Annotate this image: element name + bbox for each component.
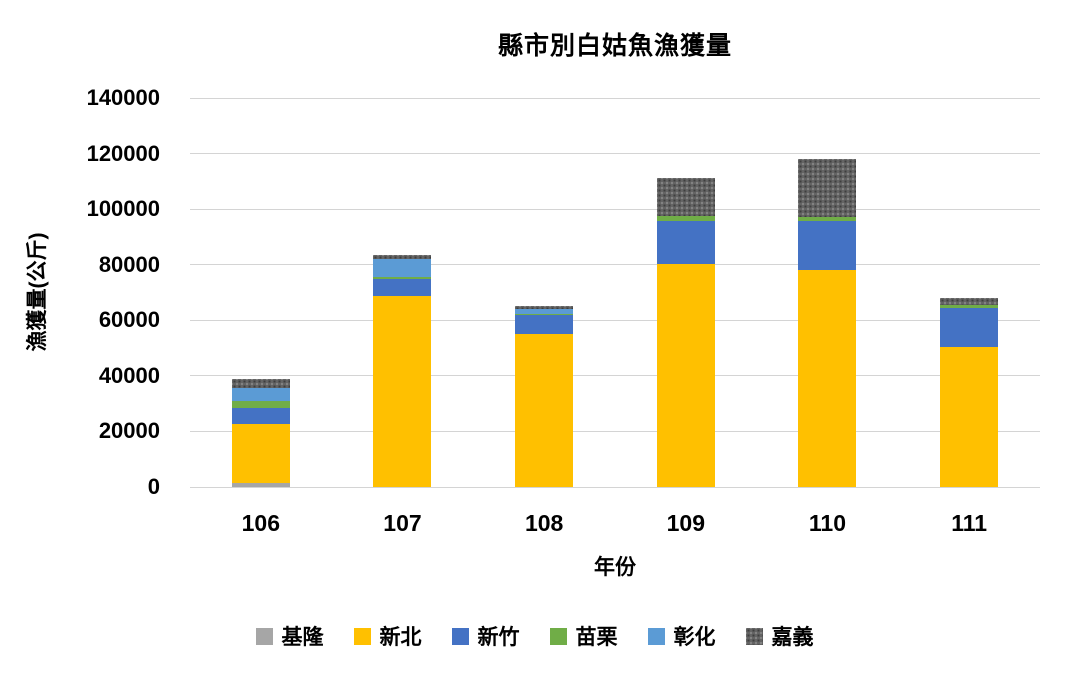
legend-label: 嘉義	[771, 626, 814, 649]
gridline	[190, 208, 1040, 210]
bar-106	[231, 98, 290, 487]
legend-item: 基隆	[255, 621, 324, 651]
bar-segment	[515, 306, 574, 310]
legend-item: 新北	[353, 621, 422, 651]
plot-area	[190, 97, 1040, 488]
bar-segment	[656, 264, 715, 487]
bar-107	[373, 98, 432, 487]
gridline	[190, 319, 1040, 321]
bar-segment	[940, 304, 999, 309]
bar-segment	[656, 216, 715, 222]
legend-label: 苗栗	[575, 626, 618, 649]
bar-segment	[231, 388, 290, 401]
x-tick-label: 109	[666, 510, 705, 536]
y-tick-label: 0	[147, 474, 160, 499]
bar-segment	[515, 333, 574, 487]
legend-label: 新北	[379, 626, 422, 649]
bar-segment	[940, 298, 999, 305]
bar-segment	[231, 400, 290, 409]
bar-segment	[798, 269, 857, 487]
legend-swatch-icon	[647, 627, 665, 645]
y-tick-label: 120000	[86, 140, 160, 166]
bar-segment	[515, 313, 574, 316]
bar-110	[798, 98, 857, 487]
x-tick-label: 106	[241, 510, 281, 536]
bar-segment	[373, 258, 432, 277]
bar-segment	[940, 347, 999, 487]
legend-swatch-icon	[549, 627, 567, 645]
bar-segment	[798, 158, 857, 218]
y-tick-label: 80000	[98, 251, 160, 277]
bar-series-container	[190, 98, 1040, 487]
x-tick-label: 107	[383, 510, 422, 536]
bar-segment	[798, 217, 857, 222]
legend-swatch-icon	[353, 627, 371, 645]
y-tick-label: 60000	[98, 307, 160, 333]
bar-segment	[940, 308, 999, 348]
legend-item: 彰化	[647, 621, 716, 651]
x-tick-label: 111	[951, 510, 988, 536]
legend-item: 苗栗	[549, 621, 618, 651]
bar-segment	[373, 276, 432, 279]
bar-segment	[515, 315, 574, 334]
bar-segment	[373, 255, 432, 259]
bar-111	[940, 98, 999, 487]
bar-segment	[231, 483, 290, 487]
legend-swatch-icon	[451, 627, 469, 645]
legend-label: 彰化	[673, 626, 716, 649]
bar-segment	[373, 295, 432, 487]
legend-swatch-icon	[255, 627, 273, 645]
legend-label: 新竹	[477, 626, 520, 649]
legend-swatch-icon	[745, 627, 763, 645]
bar-segment	[231, 378, 290, 389]
gridline	[190, 153, 1040, 155]
legend-label: 基隆	[281, 626, 324, 649]
gridline	[190, 430, 1040, 432]
y-tick-label: 140000	[86, 85, 160, 110]
bar-segment	[656, 221, 715, 265]
y-tick-label: 100000	[86, 196, 160, 222]
bar-segment	[231, 408, 290, 425]
y-axis-tick-labels: 140000 120000 100000 80000 60000 40000 20000 0	[40, 85, 160, 499]
bar-segment	[231, 424, 290, 484]
bar-109	[656, 98, 715, 487]
legend-item: 嘉義	[745, 621, 814, 651]
bar-segment	[373, 278, 432, 296]
y-tick-label: 40000	[98, 362, 160, 388]
x-axis-tick-labels: 106 107 108 109 110 111	[190, 510, 1040, 537]
x-axis-title: 年份	[594, 556, 636, 579]
x-tick-label: 108	[524, 510, 564, 536]
bar-108	[515, 98, 574, 487]
x-tick-label: 110	[808, 510, 846, 536]
gridline	[190, 375, 1040, 377]
bar-segment	[798, 221, 857, 270]
chart-title: 縣市別白姑魚漁獲量	[497, 32, 732, 60]
gridline	[190, 486, 1040, 488]
bar-segment	[515, 309, 574, 314]
chart-legend: 基隆 新北 新竹 苗栗 彰化 嘉義	[0, 621, 1069, 651]
gridline	[190, 264, 1040, 266]
legend-item: 新竹	[451, 621, 520, 651]
bar-segment	[656, 178, 715, 217]
y-tick-label: 20000	[98, 418, 160, 444]
gridline	[190, 97, 1040, 99]
